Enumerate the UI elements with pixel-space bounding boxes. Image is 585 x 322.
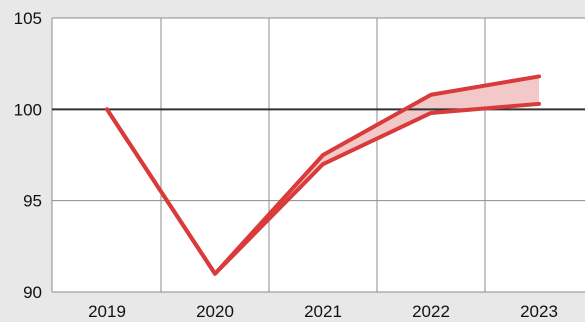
y-tick-label-100: 100	[14, 100, 42, 119]
y-axis-labels: 90 95 100 105	[14, 9, 42, 302]
x-tick-label-2023: 2023	[520, 302, 558, 321]
y-tick-label-90: 90	[23, 283, 42, 302]
x-tick-label-2021: 2021	[304, 302, 342, 321]
series-line-2	[105, 101, 541, 276]
x-tick-label-2020: 2020	[196, 302, 234, 321]
x-tick-label-2019: 2019	[88, 302, 126, 321]
x-axis-labels: 2019 2020 2021 2022 2023	[88, 302, 558, 321]
plot-area	[52, 18, 585, 292]
band-layer	[215, 76, 539, 274]
y-tick-label-105: 105	[14, 9, 42, 28]
y-tick-label-95: 95	[23, 192, 42, 211]
range-band	[215, 76, 539, 274]
series-layer	[105, 74, 541, 276]
x-tick-label-2022: 2022	[412, 302, 450, 321]
